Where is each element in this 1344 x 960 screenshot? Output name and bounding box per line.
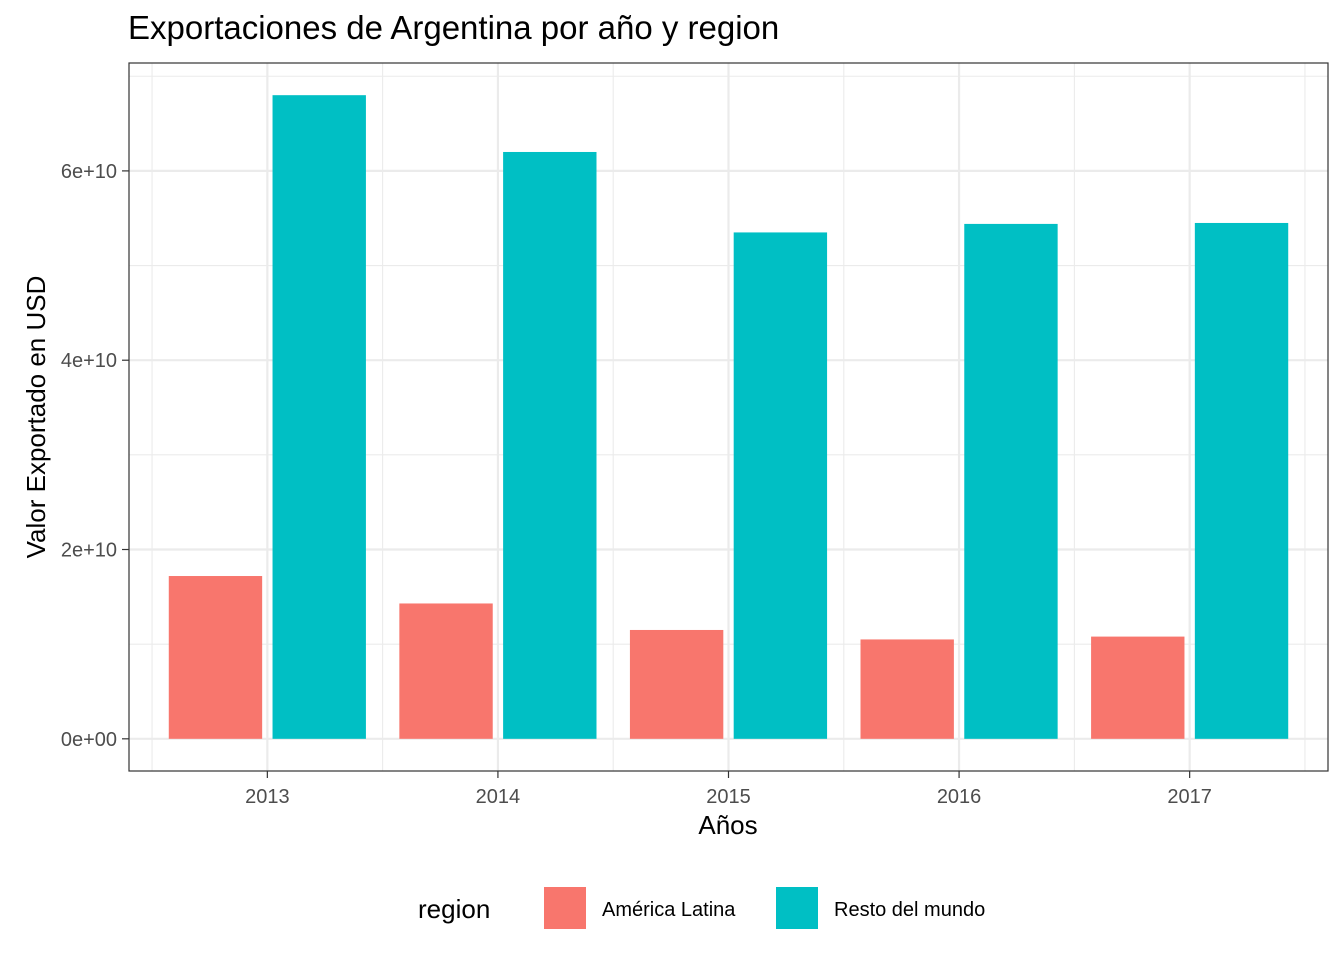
legend-label-resto-del-mundo: Resto del mundo xyxy=(834,899,985,921)
x-axis-title: Años xyxy=(698,810,757,840)
y-tick-label: 4e+10 xyxy=(61,350,117,372)
bar-resto-del-mundo-2015 xyxy=(733,232,828,739)
bar-resto-del-mundo-2014 xyxy=(503,151,597,739)
x-tick-label: 2013 xyxy=(245,786,290,808)
x-tick-label: 2015 xyxy=(706,786,751,808)
bar-resto-del-mundo-2013 xyxy=(272,95,366,739)
y-tick-label: 0e+00 xyxy=(61,729,117,751)
bar-america-latina-2016 xyxy=(860,639,954,739)
y-tick-label: 6e+10 xyxy=(61,161,117,183)
bar-america-latina-2015 xyxy=(629,629,724,739)
legend-key-resto-del-mundo xyxy=(776,887,818,929)
y-axis: 0e+00 2e+10 4e+10 6e+10 xyxy=(61,161,129,751)
chart-title: Exportaciones de Argentina por año y reg… xyxy=(128,9,779,46)
x-tick-label: 2014 xyxy=(476,786,521,808)
legend-item-america-latina: América Latina xyxy=(544,887,736,929)
bar-america-latina-2014 xyxy=(399,603,493,739)
bars xyxy=(168,95,1289,739)
bar-america-latina-2017 xyxy=(1091,636,1185,739)
x-tick-label: 2017 xyxy=(1167,786,1212,808)
legend-label-america-latina: América Latina xyxy=(602,899,736,921)
y-tick-label: 2e+10 xyxy=(61,540,117,562)
bar-resto-del-mundo-2016 xyxy=(964,223,1058,739)
legend-title: region xyxy=(418,894,490,924)
legend: region América Latina Resto del mundo xyxy=(418,887,985,929)
x-tick-label: 2016 xyxy=(937,786,982,808)
bar-america-latina-2013 xyxy=(168,576,263,739)
x-axis: 2013 2014 2015 2016 2017 xyxy=(245,771,1212,808)
legend-key-america-latina xyxy=(544,887,586,929)
y-axis-title: Valor Exportado en USD xyxy=(21,276,51,559)
bar-resto-del-mundo-2017 xyxy=(1194,222,1289,739)
legend-item-resto-del-mundo: Resto del mundo xyxy=(776,887,985,929)
